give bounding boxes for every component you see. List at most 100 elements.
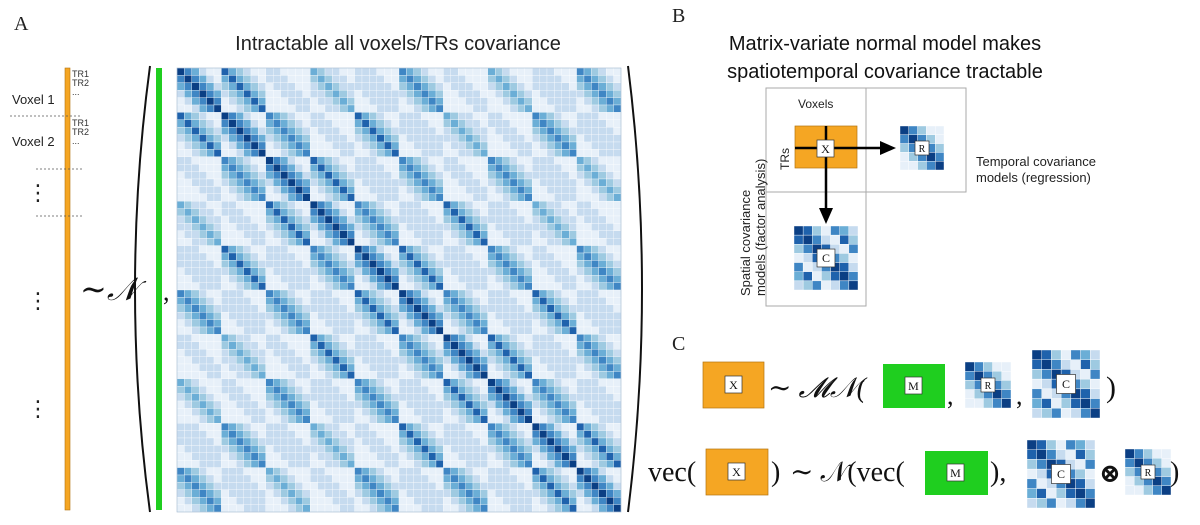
covariance-cell (524, 363, 533, 372)
covariance-cell (295, 497, 303, 505)
covariance-cell (332, 104, 340, 113)
covariance-cell (421, 386, 429, 394)
covariance-cell (184, 349, 192, 357)
covariance-cell (228, 149, 237, 157)
covariance-cell (302, 378, 311, 387)
covariance-cell (287, 467, 296, 476)
covariance-cell (561, 186, 570, 194)
covariance-cell (443, 363, 451, 372)
covariance-cell (369, 230, 377, 239)
covariance-cell (310, 127, 318, 135)
covariance-cell (258, 489, 266, 498)
covariance-cell (302, 437, 311, 446)
covariance-cell (376, 119, 385, 128)
covariance-cell (339, 319, 348, 328)
covariance-cell (361, 326, 370, 335)
covariance-cell (539, 282, 548, 291)
covariance-cell (354, 252, 363, 261)
eq2-c-cell (1085, 498, 1096, 509)
covariance-cell (273, 386, 281, 394)
covariance-cell (295, 297, 303, 305)
covariance-cell (302, 386, 311, 394)
covariance-cell (554, 82, 562, 91)
covariance-cell (502, 134, 511, 143)
covariance-cell (398, 149, 407, 157)
covariance-cell (398, 90, 407, 98)
covariance-cell (228, 252, 237, 261)
covariance-cell (250, 312, 259, 320)
covariance-cell (324, 319, 333, 328)
covariance-cell (487, 430, 496, 439)
covariance-cell (480, 349, 488, 357)
covariance-cell (273, 223, 281, 231)
covariance-cell (287, 275, 296, 283)
covariance-cell (317, 504, 326, 513)
covariance-cell (539, 371, 548, 379)
covariance-cell (591, 341, 599, 350)
covariance-cell (243, 223, 252, 231)
covariance-cell (391, 178, 400, 187)
covariance-cell (613, 104, 622, 113)
covariance-cell (413, 97, 422, 106)
covariance-cell (480, 430, 488, 439)
covariance-cell (376, 393, 385, 402)
covariance-cell (532, 267, 540, 276)
covariance-cell (413, 75, 422, 83)
eq2-m-label: M (950, 466, 961, 480)
covariance-cell (532, 230, 540, 239)
covariance-cell (369, 356, 377, 365)
covariance-cell (606, 371, 614, 379)
covariance-cell (317, 371, 326, 379)
covariance-cell (361, 112, 370, 120)
covariance-cell (376, 349, 385, 357)
covariance-cell (206, 104, 215, 113)
covariance-cell (398, 267, 407, 276)
covariance-cell (509, 119, 518, 128)
covariance-cell (546, 371, 555, 379)
covariance-cell (295, 223, 303, 231)
covariance-cell (428, 156, 437, 165)
covariance-cell (509, 127, 518, 135)
covariance-cell (347, 437, 355, 446)
covariance-cell (583, 164, 592, 172)
covariance-cell (487, 282, 496, 291)
covariance-cell (413, 193, 422, 202)
covariance-cell (517, 104, 525, 113)
covariance-cell (265, 482, 274, 490)
covariance-cell (273, 67, 281, 76)
covariance-cell (273, 193, 281, 202)
covariance-cell (265, 378, 274, 387)
covariance-cell (199, 437, 207, 446)
covariance-cell (591, 312, 599, 320)
covariance-cell (213, 230, 222, 239)
covariance-cell (310, 90, 318, 98)
covariance-cell (509, 474, 518, 483)
covariance-cell (391, 275, 400, 283)
covariance-cell (369, 134, 377, 143)
covariance-cell (236, 171, 244, 180)
covariance-cell (206, 97, 215, 106)
covariance-cell (361, 378, 370, 387)
covariance-cell (502, 415, 511, 424)
covariance-cell (487, 252, 496, 261)
covariance-cell (517, 97, 525, 106)
covariance-cell (613, 289, 622, 298)
covariance-cell (495, 378, 503, 387)
covariance-cell (443, 223, 451, 231)
covariance-cell (576, 215, 585, 224)
covariance-cell (480, 186, 488, 194)
covariance-cell (465, 467, 474, 476)
covariance-cell (539, 489, 548, 498)
covariance-cell (472, 282, 481, 291)
covariance-cell (495, 164, 503, 172)
covariance-cell (361, 386, 370, 394)
covariance-cell (435, 186, 444, 194)
covariance-cell (421, 97, 429, 106)
covariance-cell (509, 378, 518, 387)
covariance-cell (576, 164, 585, 172)
covariance-cell (532, 371, 540, 379)
covariance-cell (406, 245, 414, 254)
covariance-cell (613, 193, 622, 202)
covariance-cell (398, 437, 407, 446)
covariance-cell (191, 334, 200, 342)
